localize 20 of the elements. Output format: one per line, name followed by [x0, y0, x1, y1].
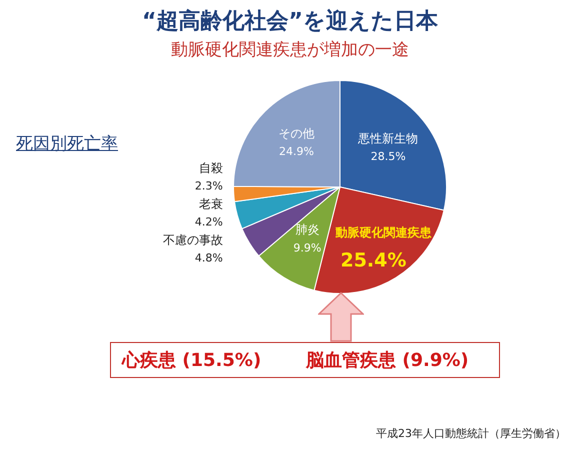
slice-label: 悪性新生物: [357, 132, 418, 146]
slice-label: 肺炎: [295, 222, 320, 237]
text: 死因別死亡率: [16, 133, 118, 155]
data-label: 24.9%: [278, 145, 314, 158]
slice-label: 自殺: [198, 160, 223, 175]
slice-label: 不慮の事故: [162, 232, 223, 247]
data-label: 4.2%: [194, 216, 223, 228]
slice-label: 動脈硬化関連疾患: [334, 226, 432, 240]
data-label: 2.3%: [194, 180, 223, 192]
slice-label: その他: [278, 126, 314, 140]
data-label: 9.9%: [293, 241, 322, 254]
text: 平成23年人口動態統計（厚生労働省）: [376, 426, 566, 441]
data-label: 28.5%: [370, 150, 406, 164]
text: 心疾患 (15.5%): [122, 349, 262, 372]
text: 脳血管疾患 (9.9%): [306, 349, 469, 372]
chart-title: “超高齢化社会”を迎えた日本: [141, 8, 439, 36]
chart-subtitle: 動脈硬化関連疾患が増加の一途: [170, 39, 410, 61]
data-label: 25.4%: [340, 250, 406, 272]
data-label: 4.8%: [194, 252, 223, 264]
slice-label: 老衰: [198, 196, 223, 211]
